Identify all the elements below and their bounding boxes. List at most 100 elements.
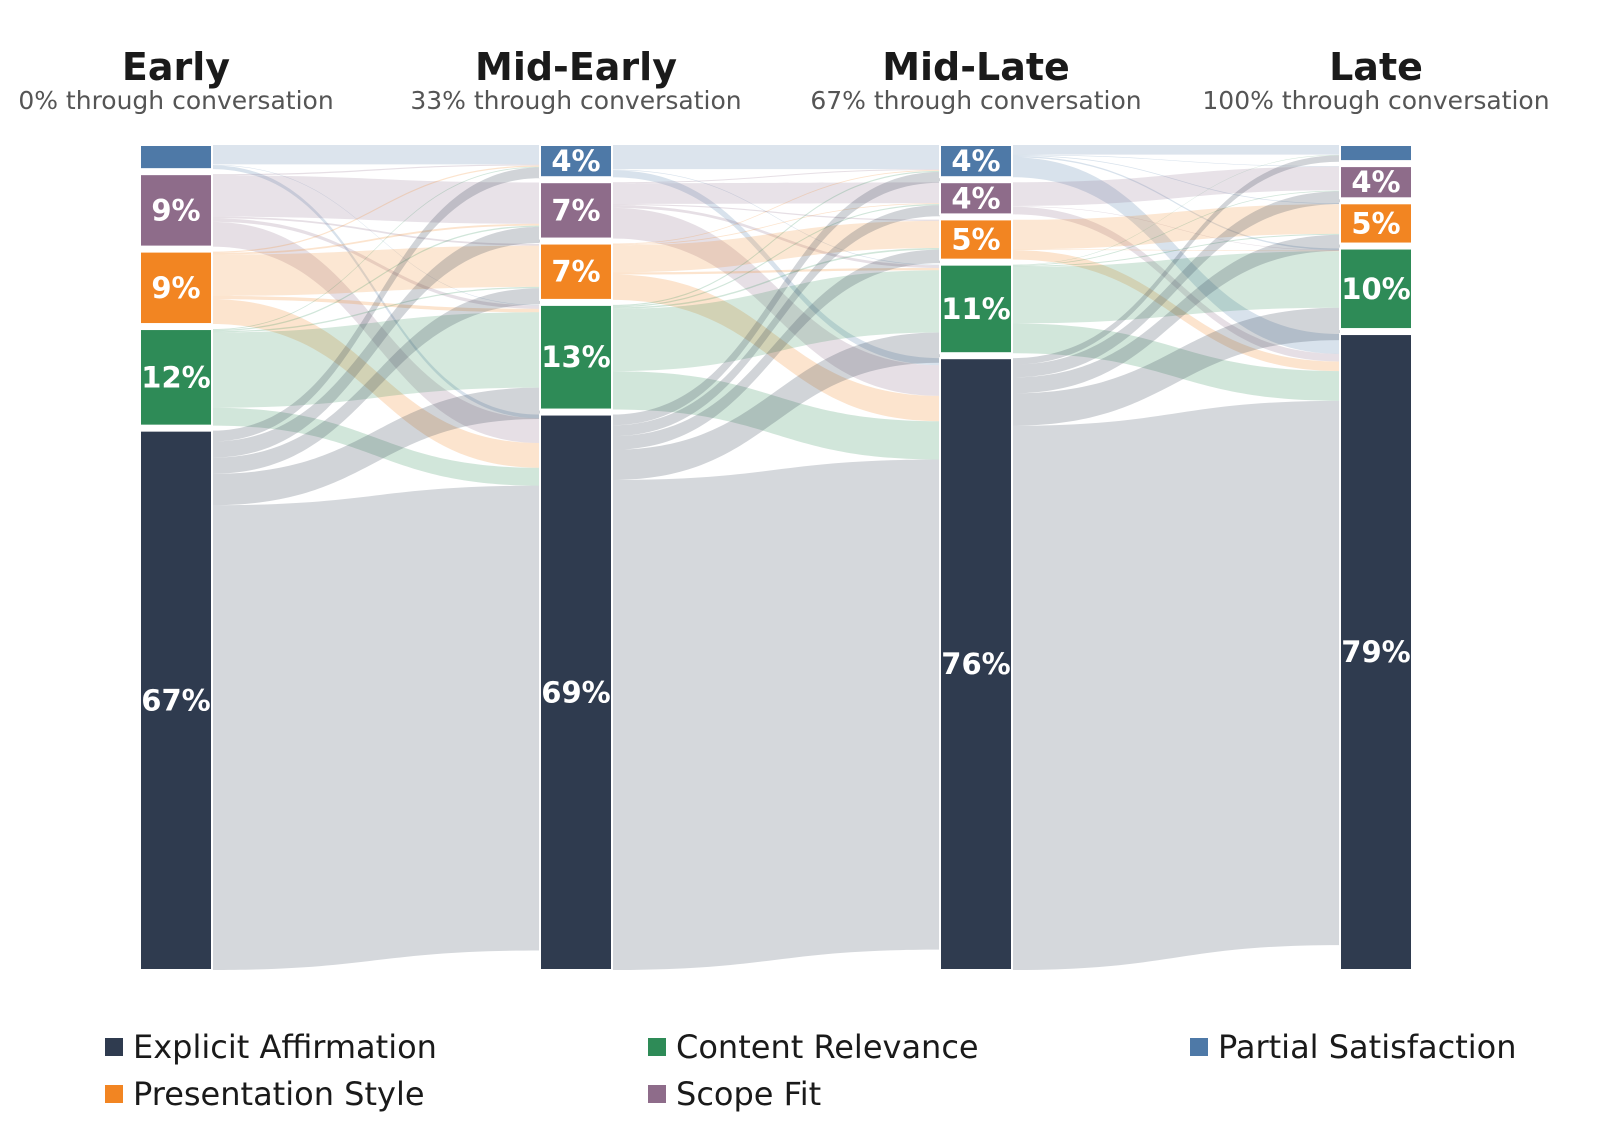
segment-label-mid-early-scope: 7% (551, 193, 600, 227)
segment-label-mid-late-explicit: 76% (941, 647, 1010, 681)
node-mid-late-scope (939, 181, 1013, 216)
segment-label-late-content: 10% (1341, 272, 1410, 306)
flow-mid-early-scope-to-content (612, 205, 940, 268)
flow-early-scope-to-content (212, 218, 540, 309)
legend-label-content-relevance: Content Relevance (676, 1028, 979, 1066)
node-early-presentation (139, 250, 213, 326)
legend-item-partial-satisfaction: Partial Satisfaction (1190, 1028, 1517, 1066)
node-early-content (139, 328, 213, 427)
stage-subtitle-early: 0% through conversation (18, 86, 333, 115)
flow-early-presentation-to-partial (212, 165, 540, 253)
flow-early-scope-to-scope (212, 175, 540, 224)
flow-mid-early-content-to-partial (612, 170, 940, 307)
flow-mid-late-scope-to-explicit (1012, 206, 1340, 362)
flow-early-content-to-partial (212, 166, 540, 330)
legend-item-presentation-style: Presentation Style (105, 1075, 425, 1113)
flow-mid-late-presentation-to-content (1012, 249, 1340, 252)
segment-label-late-presentation: 5% (1351, 206, 1400, 240)
node-late-scope (1339, 165, 1413, 200)
stage-subtitle-mid-late: 67% through conversation (810, 86, 1141, 115)
flow-early-explicit-to-presentation (212, 288, 540, 474)
segment-label-early-content: 12% (141, 360, 210, 394)
flow-mid-late-partial-to-scope (1012, 154, 1340, 167)
segment-label-mid-late-partial: 4% (951, 144, 1000, 178)
flow-early-partial-to-content (212, 164, 540, 306)
flow-mid-late-scope-to-content (1012, 206, 1340, 251)
legend-item-scope-fit: Scope Fit (648, 1075, 821, 1113)
node-early-explicit (139, 429, 213, 971)
flow-mid-early-presentation-to-scope (612, 203, 940, 246)
node-early-scope (139, 173, 213, 248)
flow-mid-late-content-to-content (1012, 251, 1340, 324)
flow-mid-early-explicit-to-partial (612, 172, 940, 426)
legend-swatch-content-relevance (648, 1038, 666, 1056)
segment-label-late-scope: 4% (1351, 165, 1400, 199)
flows-layer (212, 145, 1340, 970)
flow-mid-early-scope-to-explicit (612, 207, 940, 396)
segment-label-mid-late-presentation: 5% (951, 223, 1000, 257)
node-early-partial (139, 144, 213, 171)
flow-early-explicit-to-scope (212, 226, 540, 458)
flow-mid-early-presentation-to-content (612, 267, 940, 275)
flow-early-content-to-scope (212, 225, 540, 332)
segment-label-mid-early-content: 13% (541, 340, 610, 374)
flow-mid-late-partial-to-explicit (1012, 157, 1340, 354)
legend-label-scope-fit: Scope Fit (676, 1075, 822, 1113)
flow-mid-late-explicit-to-explicit (1012, 400, 1340, 970)
flow-early-partial-to-explicit (212, 165, 540, 419)
flow-early-scope-to-partial (212, 164, 540, 176)
segment-label-early-explicit: 67% (141, 683, 210, 717)
legend-swatch-explicit-affirmation (105, 1038, 123, 1056)
legend-label-partial-satisfaction: Partial Satisfaction (1218, 1028, 1517, 1066)
flow-mid-early-explicit-to-scope (612, 205, 940, 437)
flow-mid-late-content-to-presentation (1012, 233, 1340, 267)
stage-title-late: Late (1329, 45, 1423, 89)
flow-mid-late-presentation-to-presentation (1012, 204, 1340, 250)
node-late-presentation (1339, 202, 1413, 245)
flow-mid-early-scope-to-presentation (612, 203, 940, 221)
flow-mid-early-explicit-to-explicit (612, 459, 940, 970)
flow-mid-early-scope-to-scope (612, 182, 940, 204)
segment-label-early-scope: 9% (151, 193, 200, 227)
flow-mid-early-presentation-to-presentation (612, 220, 940, 273)
flow-mid-early-partial-to-content (612, 169, 940, 266)
flow-mid-late-partial-to-content (1012, 155, 1340, 250)
flow-mid-early-partial-to-partial (612, 145, 940, 170)
flow-early-explicit-to-explicit (212, 485, 540, 970)
legend-swatch-presentation-style (105, 1085, 123, 1103)
stage-subtitle-mid-early: 33% through conversation (410, 86, 741, 115)
flow-mid-early-explicit-to-presentation (612, 249, 940, 450)
legend-label-presentation-style: Presentation Style (133, 1075, 425, 1113)
flow-early-scope-to-explicit (212, 221, 540, 444)
flow-mid-late-explicit-to-presentation (1012, 234, 1340, 394)
flow-mid-early-content-to-explicit (612, 371, 940, 460)
legend: Explicit Affirmation Content Relevance Par… (0, 1020, 1600, 1130)
legend-swatch-scope-fit (648, 1085, 666, 1103)
legend-item-explicit-affirmation: Explicit Affirmation (105, 1028, 437, 1066)
flow-mid-late-partial-to-partial (1012, 145, 1340, 155)
flow-mid-late-content-to-explicit (1012, 323, 1340, 401)
segment-label-mid-early-explicit: 69% (541, 675, 610, 709)
flow-mid-late-scope-to-scope (1012, 166, 1340, 206)
flow-mid-early-explicit-to-content (612, 332, 940, 480)
flow-early-scope-to-presentation (212, 216, 540, 246)
legend-label-explicit-affirmation: Explicit Affirmation (133, 1028, 437, 1066)
stage-title-mid-late: Mid-Late (882, 45, 1070, 89)
sankey-chart: 9%9%12%67%4%7%7%13%69%4%4%5%11%76%4%5%10… (18, 45, 1550, 971)
flow-mid-early-scope-to-partial (612, 169, 940, 184)
node-mid-late-explicit (939, 357, 1013, 971)
node-mid-late-presentation (939, 218, 1013, 261)
flow-mid-late-explicit-to-content (1012, 307, 1340, 426)
segment-label-mid-late-content: 11% (941, 292, 1010, 326)
node-mid-late-content (939, 263, 1013, 355)
node-late-partial (1339, 144, 1413, 163)
legend-item-content-relevance: Content Relevance (648, 1028, 979, 1066)
nodes-layer: 9%9%12%67%4%7%7%13%69%4%4%5%11%76%4%5%10… (139, 144, 1413, 971)
flow-mid-late-content-to-scope (1012, 190, 1340, 266)
flow-mid-early-partial-to-explicit (612, 170, 940, 366)
segment-label-mid-late-scope: 4% (951, 181, 1000, 215)
flow-mid-late-explicit-to-partial (1012, 155, 1340, 365)
node-mid-early-content (539, 303, 613, 411)
flow-mid-late-partial-to-presentation (1012, 155, 1340, 205)
